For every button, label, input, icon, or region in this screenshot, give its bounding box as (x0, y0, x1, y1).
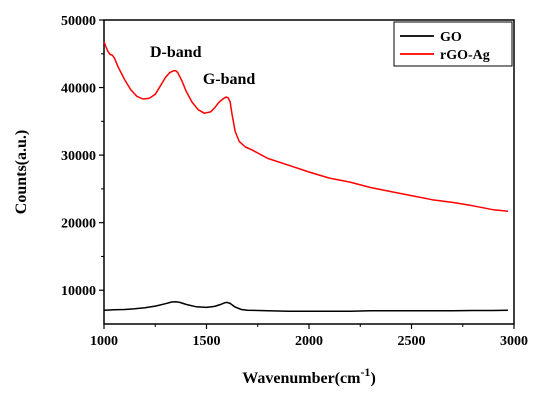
x-tick-label: 1000 (90, 334, 118, 349)
x-tick-label: 2500 (398, 334, 426, 349)
x-axis-title-main: Wavenumber(cm (242, 370, 361, 387)
y-tick-label: 30000 (61, 149, 96, 164)
legend-label: rGO-Ag (440, 48, 490, 63)
x-axis-title: Wavenumber(cm-1) (242, 365, 376, 387)
y-tick-label: 10000 (61, 284, 96, 299)
peak-annotation: G-band (203, 71, 256, 88)
x-axis-title-superscript: -1 (360, 365, 370, 379)
x-tick-label: 3000 (500, 334, 528, 349)
x-axis-title-close: ) (370, 370, 375, 387)
series-line-go (103, 300, 508, 312)
series-layer (103, 41, 508, 312)
y-tick-label: 40000 (61, 82, 96, 97)
legend: GO rGO-Ag (393, 21, 513, 67)
axis-ticks: 1000 1500 2000 2500 3000 10000 20000 30000 40000… (61, 14, 528, 349)
y-tick-label: 20000 (61, 217, 96, 232)
y-tick-label: 50000 (61, 14, 96, 29)
legend-box (393, 21, 513, 67)
x-tick-label: 2000 (295, 334, 323, 349)
y-axis-title: Counts(a.u.) (13, 130, 30, 214)
legend-label: GO (440, 30, 462, 45)
x-tick-label: 1500 (193, 334, 221, 349)
peak-annotation: D-band (150, 44, 202, 61)
series-line-rgo-ag (103, 41, 508, 212)
